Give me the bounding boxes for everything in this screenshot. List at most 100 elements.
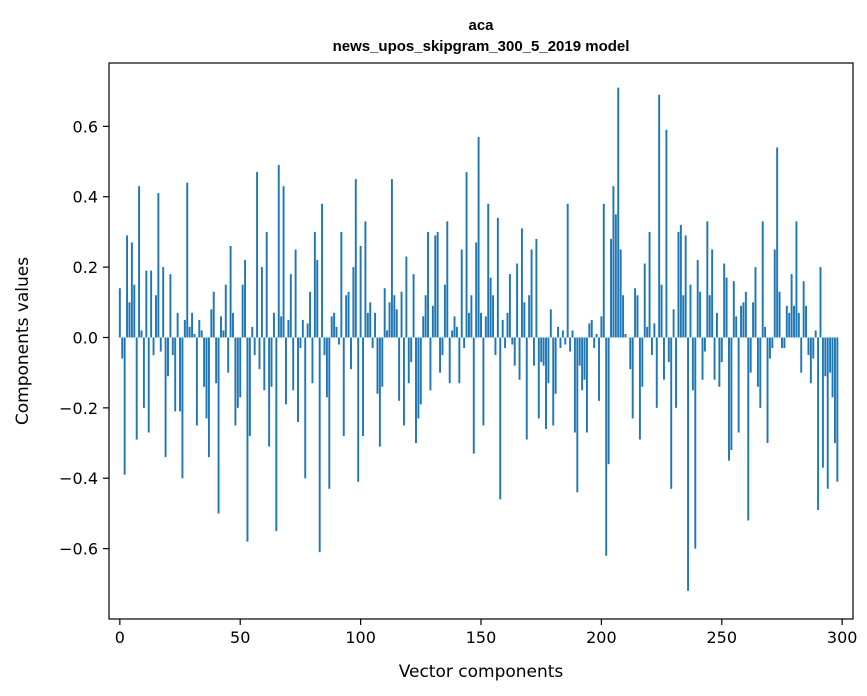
bar <box>634 288 637 338</box>
bar <box>400 291 403 338</box>
bar <box>277 165 280 338</box>
x-tick-label: 100 <box>345 628 376 647</box>
bar <box>831 337 834 398</box>
bar <box>814 330 817 338</box>
bar <box>800 337 803 373</box>
bar <box>542 337 545 366</box>
bar <box>761 221 764 338</box>
bar <box>393 295 396 338</box>
bar <box>561 330 564 338</box>
bar <box>159 337 162 352</box>
bar <box>126 235 129 338</box>
bar <box>559 337 562 349</box>
x-tick-label: 250 <box>707 628 738 647</box>
bar <box>475 242 478 338</box>
bar <box>571 330 574 338</box>
bar <box>443 284 446 338</box>
bar <box>164 337 167 458</box>
bar <box>747 337 750 521</box>
bar <box>229 245 232 338</box>
bar <box>246 337 249 542</box>
bar <box>617 87 620 338</box>
bar <box>595 333 598 338</box>
bar <box>167 337 169 377</box>
bar <box>236 337 239 408</box>
bar <box>256 172 259 338</box>
bar <box>684 235 687 338</box>
bar <box>458 337 461 384</box>
bar <box>220 316 222 338</box>
bar <box>179 337 181 412</box>
bar <box>232 312 234 338</box>
bar <box>154 295 157 338</box>
bar <box>578 337 581 366</box>
bar <box>829 337 832 373</box>
y-tick-label: −0.4 <box>59 469 98 488</box>
bar <box>660 284 663 338</box>
bar <box>494 337 497 356</box>
bar <box>663 337 665 380</box>
x-axis-label: Vector components <box>399 662 564 682</box>
bar <box>362 337 364 437</box>
bar <box>665 129 668 338</box>
bar <box>713 337 716 380</box>
bar <box>552 337 555 426</box>
bar <box>783 337 786 349</box>
bar <box>740 305 743 338</box>
bar <box>744 291 747 338</box>
bar <box>215 337 218 384</box>
bar <box>335 326 338 338</box>
bar <box>631 337 634 419</box>
bar <box>263 337 266 391</box>
bar <box>333 312 336 338</box>
bar <box>614 214 617 338</box>
bar <box>138 186 141 338</box>
bar <box>128 302 131 338</box>
bar <box>821 337 824 468</box>
bar <box>270 337 273 387</box>
bar <box>460 249 463 338</box>
bar <box>304 337 307 479</box>
bar <box>410 337 413 363</box>
bar <box>186 182 189 338</box>
bar <box>545 337 547 429</box>
bar <box>258 337 261 370</box>
bar <box>345 295 348 338</box>
bar <box>174 337 177 412</box>
bar <box>694 337 697 549</box>
bar <box>732 281 735 338</box>
bar <box>619 249 622 338</box>
bar <box>670 337 673 489</box>
bar <box>778 291 781 338</box>
bar <box>499 337 502 500</box>
bar <box>402 337 405 426</box>
bar <box>708 295 711 338</box>
bar <box>809 337 812 384</box>
bar <box>337 337 340 345</box>
bar <box>328 337 331 489</box>
bar <box>350 337 352 370</box>
bar <box>677 231 680 338</box>
bar <box>203 337 206 387</box>
y-tick-label: 0.2 <box>73 258 98 277</box>
bar <box>600 316 603 338</box>
bar <box>728 337 730 461</box>
bar <box>253 337 256 356</box>
bar <box>569 337 572 352</box>
bar <box>123 337 126 475</box>
bar <box>564 337 567 345</box>
bar <box>162 267 165 338</box>
bar <box>716 312 718 338</box>
bar <box>518 337 521 380</box>
bar <box>405 256 408 338</box>
bar <box>470 295 473 338</box>
bar <box>581 337 584 391</box>
bar <box>340 231 343 338</box>
bar <box>528 295 531 338</box>
bar <box>395 309 398 338</box>
bar <box>605 337 608 556</box>
bar <box>463 337 466 349</box>
bar <box>371 337 374 349</box>
bar <box>169 274 172 338</box>
bar <box>431 305 434 338</box>
